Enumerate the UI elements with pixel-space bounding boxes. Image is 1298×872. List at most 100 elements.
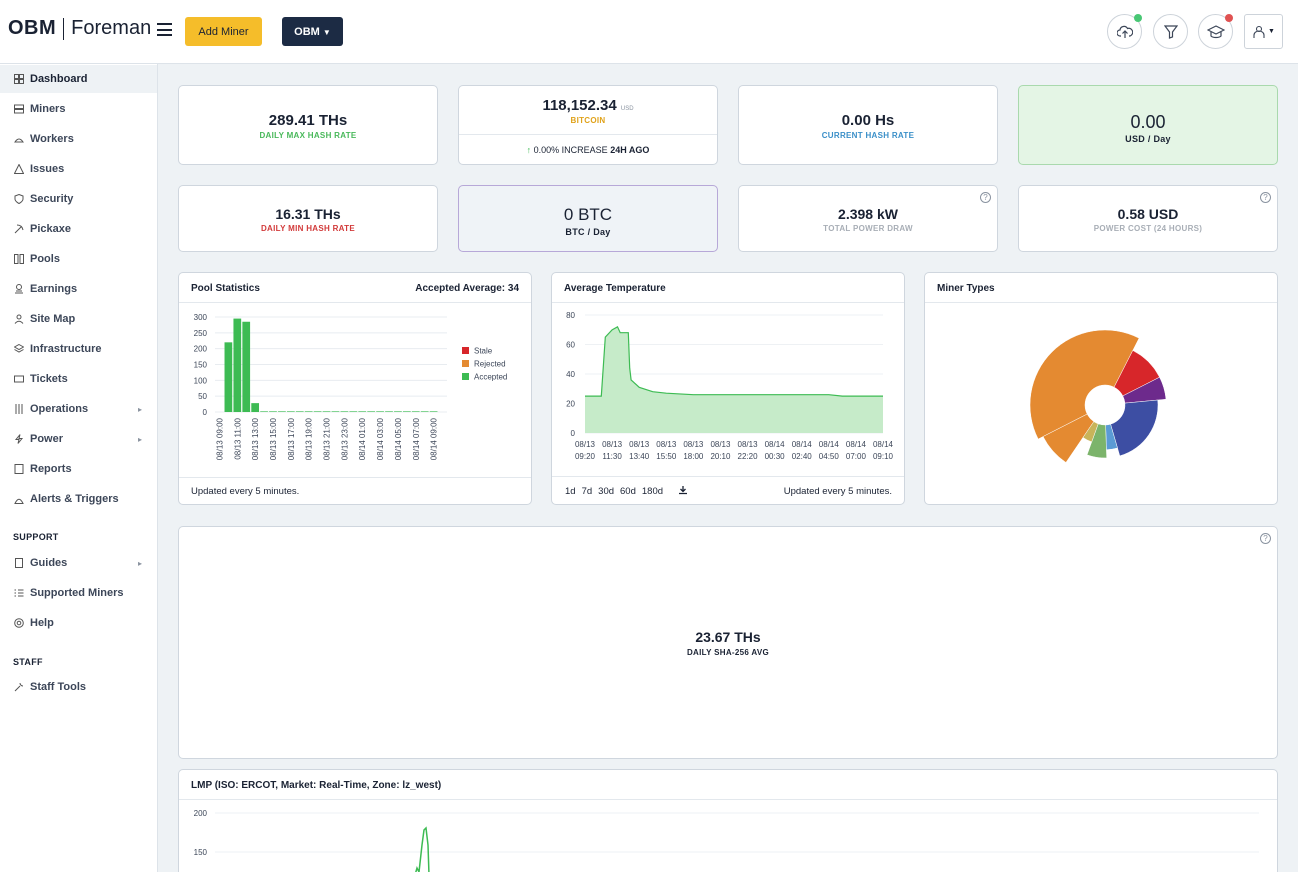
- max-hash-value: 289.41 THs: [268, 112, 348, 129]
- range-60d[interactable]: 60d: [620, 486, 636, 497]
- sidebar-item-staff-tools[interactable]: Staff Tools: [0, 673, 157, 701]
- foreman-logo[interactable]: OBM Foreman: [8, 17, 151, 40]
- x-tick-label: 08/13: [683, 440, 704, 449]
- sidebar-item-help[interactable]: Help: [0, 609, 157, 637]
- sidebar-item-site-map[interactable]: Site Map: [0, 305, 157, 333]
- x-tick-label: 13:40: [629, 452, 650, 461]
- x-tick-label: 08/13 15:00: [269, 417, 278, 460]
- range-30d[interactable]: 30d: [598, 486, 615, 497]
- learning-button[interactable]: [1198, 14, 1233, 49]
- y-tick-label: 0: [203, 408, 208, 417]
- sidebar-item-miners[interactable]: Miners: [0, 95, 157, 123]
- x-tick-label: 08/13 11:00: [233, 417, 242, 459]
- sidebar-item-power[interactable]: Power ▸: [0, 425, 157, 453]
- bar-accepted: [260, 411, 268, 412]
- power-cost-value: 0.58 USD: [1117, 206, 1179, 222]
- filter-icon: [1163, 24, 1178, 39]
- x-tick-label: 08/14: [792, 440, 813, 449]
- sidebar-item-issues[interactable]: Issues: [0, 155, 157, 183]
- sidebar-item-label: Miners: [30, 103, 66, 115]
- layers-icon: [14, 344, 24, 354]
- y-tick-label: 80: [566, 311, 575, 320]
- x-tick-label: 08/14 09:00: [430, 417, 439, 460]
- x-tick-label: 08/14: [765, 440, 786, 449]
- sidebar-item-reports[interactable]: Reports: [0, 455, 157, 483]
- y-tick-label: 20: [566, 400, 575, 409]
- report-icon: [14, 464, 24, 474]
- filter-button[interactable]: [1153, 14, 1188, 49]
- x-tick-label: 08/13 21:00: [323, 417, 332, 460]
- pool-statistics-panel: Pool Statistics Accepted Average: 34 0 50…: [178, 272, 532, 505]
- bar-accepted: [429, 411, 438, 412]
- add-miner-button[interactable]: Add Miner: [185, 17, 262, 46]
- download-icon[interactable]: [678, 485, 688, 495]
- y-tick-label: 200: [194, 345, 208, 354]
- range-7d[interactable]: 7d: [581, 486, 593, 497]
- y-tick-label: 0: [571, 429, 576, 438]
- sidebar-item-label: Site Map: [30, 313, 76, 325]
- accepted-average: Accepted Average: 34: [415, 283, 519, 294]
- range-1d[interactable]: 1d: [565, 486, 576, 497]
- bitcoin-label: BITCOIN: [570, 116, 606, 125]
- sidebar-item-earnings[interactable]: Earnings: [0, 275, 157, 303]
- help-icon[interactable]: ?: [980, 192, 991, 203]
- range-180d[interactable]: 180d: [641, 486, 664, 497]
- sidebar-item-security[interactable]: Security: [0, 185, 157, 213]
- x-tick-label: 04:50: [819, 452, 840, 461]
- stat-card-bitcoin: 118,152.34 USD BITCOIN ↑ 0.00% INCREASE …: [458, 85, 718, 165]
- sidebar-item-guides[interactable]: Guides ▸: [0, 549, 157, 577]
- bar-accepted: [385, 411, 393, 412]
- sidebar-item-label: Pickaxe: [30, 223, 71, 235]
- ticket-icon: [14, 374, 24, 384]
- btc-day-label: BTC / Day: [565, 227, 611, 237]
- user-menu-button[interactable]: ▼: [1244, 14, 1283, 49]
- sidebar-item-label: Supported Miners: [30, 587, 124, 599]
- sidebar-item-pickaxe[interactable]: Pickaxe: [0, 215, 157, 243]
- sidebar-item-pools[interactable]: Pools: [0, 245, 157, 273]
- arrow-up-icon: ↑: [526, 145, 532, 155]
- cloud-upload-button[interactable]: [1107, 14, 1142, 49]
- x-tick-label: 08/14 07:00: [412, 417, 421, 460]
- menu-toggle-icon[interactable]: [157, 23, 172, 36]
- x-tick-label: 08/13: [575, 440, 596, 449]
- org-dropdown-button[interactable]: OBM ▼: [282, 17, 343, 46]
- pie-slice: [1122, 376, 1167, 404]
- temp-footer: Updated every 5 minutes.: [783, 486, 892, 497]
- temperature-area: [585, 326, 883, 433]
- sidebar-item-supported-miners[interactable]: Supported Miners: [0, 579, 157, 607]
- x-tick-label: 08/14 03:00: [376, 417, 385, 460]
- top-header: OBM Foreman Add Miner OBM ▼ ▼: [0, 0, 1298, 64]
- help-icon[interactable]: ?: [1260, 192, 1271, 203]
- stat-card-power-cost: ? 0.58 USD POWER COST (24 HOURS): [1018, 185, 1278, 252]
- sidebar-item-label: Power: [30, 433, 64, 445]
- sidebar-item-workers[interactable]: Workers: [0, 125, 157, 153]
- x-tick-label: 15:50: [656, 452, 677, 461]
- bar-accepted: [376, 411, 384, 412]
- org-label: OBM: [294, 25, 320, 38]
- sidebar-item-label: Guides: [30, 557, 68, 569]
- sidebar-item-dashboard[interactable]: Dashboard: [0, 65, 157, 93]
- sidebar-item-label: Staff Tools: [30, 681, 87, 693]
- sidebar-item-operations[interactable]: Operations ▸: [0, 395, 157, 423]
- bar-accepted: [420, 411, 429, 412]
- caret-down-icon: ▼: [1268, 28, 1275, 35]
- x-tick-label: 11:30: [602, 452, 622, 461]
- bolt-icon: [14, 434, 24, 444]
- sidebar-item-tickets[interactable]: Tickets: [0, 365, 157, 393]
- shield-icon: [14, 194, 24, 204]
- sidebar-item-infrastructure[interactable]: Infrastructure: [0, 335, 157, 363]
- sidebar-item-alerts[interactable]: Alerts & Triggers: [0, 485, 157, 513]
- legend-swatch: [462, 347, 469, 354]
- help-icon[interactable]: ?: [1260, 533, 1271, 544]
- bitcoin-unit: USD: [620, 106, 634, 112]
- bar-accepted: [367, 411, 376, 412]
- y-tick-label: 200: [194, 809, 208, 818]
- x-tick-label: 02:40: [792, 452, 813, 461]
- pool-panel-title: Pool Statistics: [191, 283, 260, 294]
- power-draw-value: 2.398 kW: [838, 206, 898, 222]
- x-tick-label: 08/13 19:00: [305, 417, 314, 460]
- divider: [179, 799, 1277, 800]
- temperature-area-chart: 0 20 40 60 80 08/13 09:20 08/13 11:30 08/13 13:40 0…: [566, 311, 894, 461]
- lmp-line: [415, 826, 430, 872]
- x-tick-label: 09:10: [873, 452, 894, 461]
